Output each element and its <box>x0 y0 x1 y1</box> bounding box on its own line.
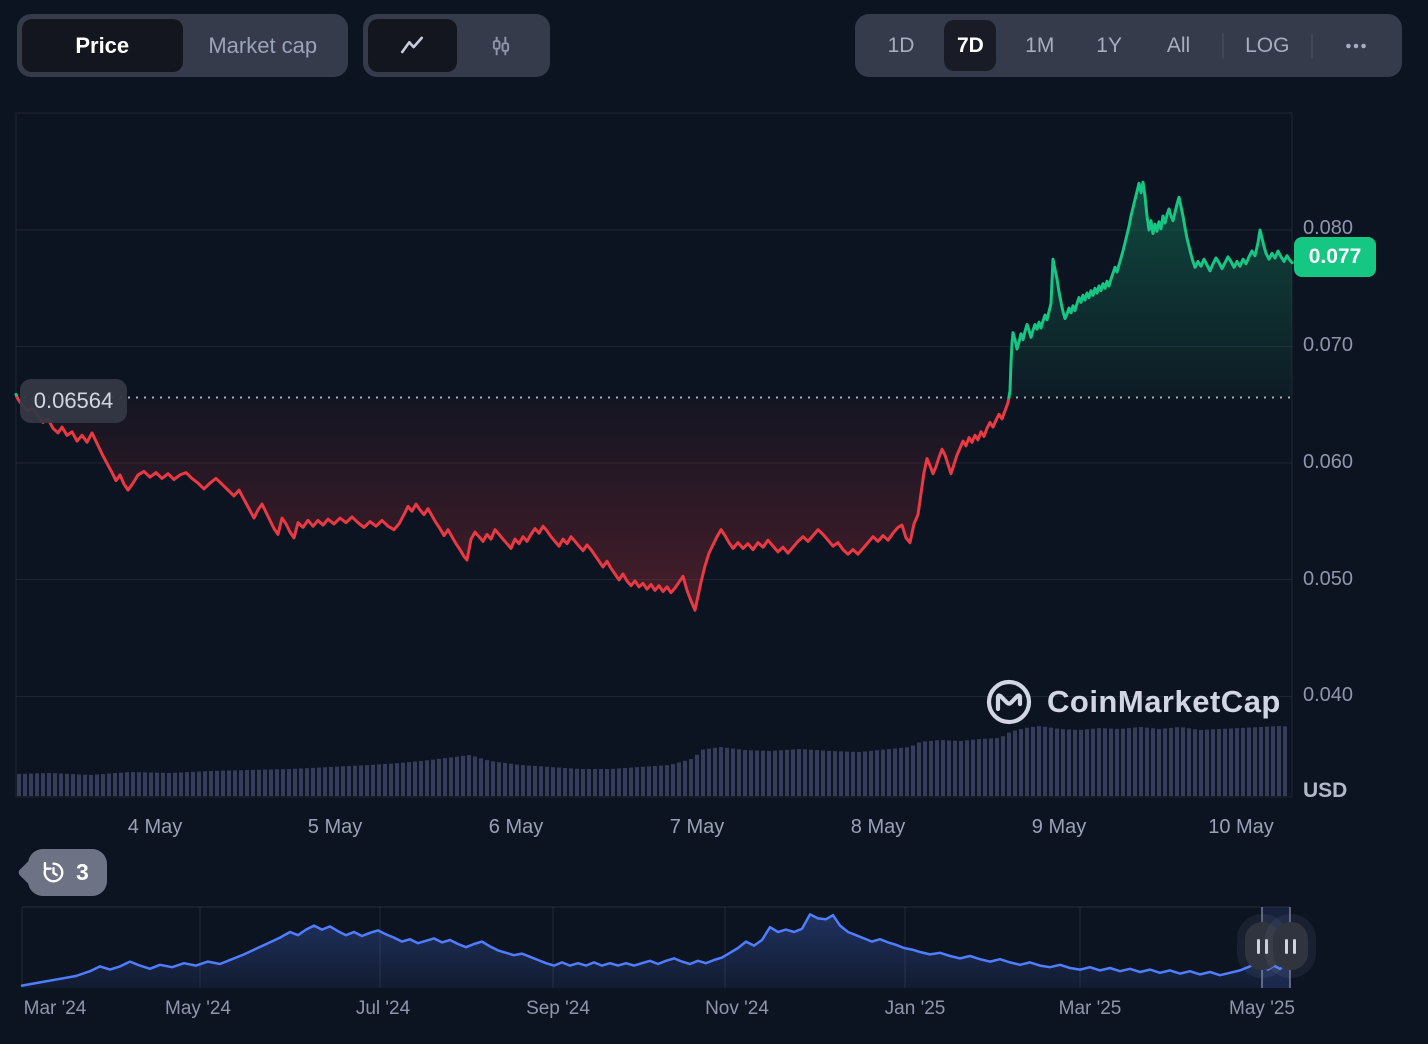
candlestick-chart-button[interactable] <box>457 19 546 72</box>
more-options-button[interactable] <box>1330 20 1382 71</box>
divider <box>1310 32 1313 59</box>
navigator-tick: Jul '24 <box>355 998 411 1019</box>
y-axis-tick: 0.060 <box>1303 451 1354 473</box>
divider <box>1221 32 1224 59</box>
x-axis-tick: 8 May <box>850 816 906 838</box>
navigator-tick: Sep '24 <box>526 998 590 1019</box>
navigator-tick: Nov '24 <box>705 998 769 1019</box>
y-axis-tick: 0.070 <box>1303 334 1354 356</box>
x-axis-tick: 9 May <box>1031 816 1087 838</box>
watermark-text: CoinMarketCap <box>1047 684 1281 719</box>
coinmarketcap-watermark: CoinMarketCap <box>985 678 1281 726</box>
x-axis-tick: 5 May <box>307 816 363 838</box>
range-1d-button[interactable]: 1D <box>887 33 915 57</box>
range-all-button[interactable]: All <box>1166 33 1191 57</box>
drawing-history-badge[interactable]: 3 <box>28 849 107 896</box>
y-axis-tick: 0.050 <box>1303 568 1354 590</box>
navigator-tick: Jan '25 <box>884 998 946 1019</box>
candlestick-icon <box>488 33 514 59</box>
navigator-tick: Mar '25 <box>1058 998 1122 1019</box>
range-7d-button[interactable]: 7D <box>944 20 997 71</box>
history-count: 3 <box>76 859 89 885</box>
x-axis-tick: 6 May <box>488 816 544 838</box>
navigator-tick: May '24 <box>165 998 231 1019</box>
chart-style-toggle <box>363 14 550 77</box>
navigator-handle-right[interactable] <box>1273 922 1308 970</box>
x-axis-tick: 7 May <box>669 816 725 838</box>
navigator-tick: May '25 <box>1229 998 1295 1019</box>
y-axis-unit: USD <box>1303 779 1348 802</box>
price-tab[interactable]: Price <box>22 19 183 72</box>
range-toggle: 1D 7D 1M 1Y All LOG <box>855 14 1402 77</box>
market-cap-tab[interactable]: Market cap <box>208 32 318 58</box>
open-price-label: 0.06564 <box>20 379 127 423</box>
y-axis-tick: 0.080 <box>1303 217 1354 239</box>
coinmarketcap-logo-icon <box>985 678 1033 726</box>
history-icon <box>40 859 67 886</box>
y-axis-tick: 0.040 <box>1303 684 1354 706</box>
log-scale-button[interactable]: LOG <box>1245 33 1290 57</box>
line-chart-icon <box>399 33 425 59</box>
x-axis-tick: 4 May <box>127 816 183 838</box>
range-1m-button[interactable]: 1M <box>1025 33 1055 57</box>
metric-toggle: Price Market cap <box>17 14 348 77</box>
ellipsis-icon <box>1343 33 1369 59</box>
x-axis-tick: 10 May <box>1208 816 1274 838</box>
range-1y-button[interactable]: 1Y <box>1096 33 1122 57</box>
navigator-chart[interactable] <box>22 907 1290 988</box>
navigator-tick: Mar '24 <box>23 998 87 1019</box>
line-chart-button[interactable] <box>368 19 457 72</box>
last-price-badge: 0.077 <box>1294 237 1376 277</box>
